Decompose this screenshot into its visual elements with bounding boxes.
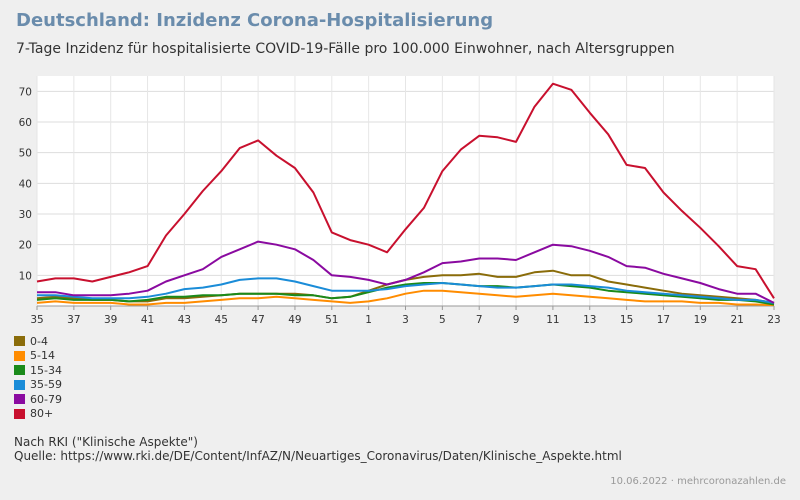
chart-subtitle: 7-Tage Inzidenz für hospitalisierte COVI… (16, 41, 675, 57)
x-tick-label: 23 (767, 314, 780, 326)
x-tick-label: 51 (325, 314, 338, 326)
legend-label: 60-79 (30, 392, 62, 406)
footer-separator: · (670, 476, 674, 487)
legend-label: 80+ (30, 407, 54, 421)
x-tick-label: 11 (546, 314, 559, 326)
series-lines (36, 82, 775, 307)
series-line-80+ (36, 82, 775, 299)
legend-swatch (14, 365, 25, 376)
series-line-60-79 (37, 240, 775, 304)
legend: 0-4 5-14 15-34 35-59 60-79 80+ (14, 334, 62, 421)
legend-item-0-4: 0-4 (14, 334, 62, 349)
x-axis-ticks: 35 37 39 41 43 45 47 49 51 1 3 5 7 9 11 13 15 17 19 21 23 (30, 314, 780, 326)
x-tick-label: 21 (730, 314, 743, 326)
legend-item-15-34: 15-34 (14, 363, 62, 378)
series-line-35-59 (37, 277, 775, 304)
y-tick-label: 30 (19, 209, 32, 221)
x-tick-label: 45 (215, 314, 228, 326)
legend-swatch (14, 336, 25, 347)
x-tick-label: 1 (365, 314, 372, 326)
legend-label: 15-34 (30, 363, 62, 377)
y-tick-label: 20 (19, 240, 32, 252)
y-axis-ticks: 10 20 30 40 50 60 70 (19, 86, 32, 282)
legend-label: 35-59 (30, 378, 62, 392)
y-tick-label: 50 (19, 148, 32, 160)
y-tick-label: 10 (19, 270, 32, 282)
legend-item-80+: 80+ (14, 407, 62, 422)
x-tick-label: 41 (141, 314, 154, 326)
legend-item-35-59: 35-59 (14, 378, 62, 393)
x-tick-label: 5 (439, 314, 446, 326)
x-tick-label: 35 (30, 314, 43, 326)
legend-item-60-79: 60-79 (14, 392, 62, 407)
x-tick-label: 49 (288, 314, 301, 326)
x-tick-label: 17 (657, 314, 670, 326)
legend-swatch (14, 379, 25, 390)
x-tick-label: 9 (513, 314, 520, 326)
chart-title: Deutschland: Inzidenz Corona-Hospitalisi… (16, 10, 494, 31)
grid-lines (36, 76, 775, 310)
x-tick-label: 15 (620, 314, 633, 326)
series-line-5-14 (36, 289, 775, 307)
legend-swatch (14, 350, 25, 361)
source-note: Nach RKI ("Klinische Aspekte") (14, 435, 198, 449)
x-tick-label: 39 (104, 314, 117, 326)
y-tick-label: 70 (19, 86, 32, 98)
legend-item-5-14: 5-14 (14, 349, 62, 364)
footer-site: mehrcoronazahlen.de (677, 476, 786, 487)
y-tick-label: 40 (19, 178, 32, 190)
legend-swatch (14, 408, 25, 419)
legend-label: 5-14 (30, 349, 55, 363)
series-line-15-34 (36, 282, 775, 306)
x-tick-label: 47 (251, 314, 264, 326)
footer-date: 10.06.2022 (610, 476, 668, 487)
x-tick-label: 43 (178, 314, 191, 326)
legend-swatch (14, 394, 25, 405)
x-tick-label: 3 (402, 314, 409, 326)
footer-credit: 10.06.2022 · mehrcoronazahlen.de (610, 476, 786, 487)
legend-label: 0-4 (30, 334, 48, 348)
y-tick-label: 60 (19, 117, 32, 129)
source-url: Quelle: https://www.rki.de/DE/Content/In… (14, 449, 622, 463)
x-tick-label: 19 (694, 314, 707, 326)
x-tick-label: 37 (67, 314, 80, 326)
x-tick-label: 7 (476, 314, 483, 326)
x-tick-label: 13 (583, 314, 596, 326)
